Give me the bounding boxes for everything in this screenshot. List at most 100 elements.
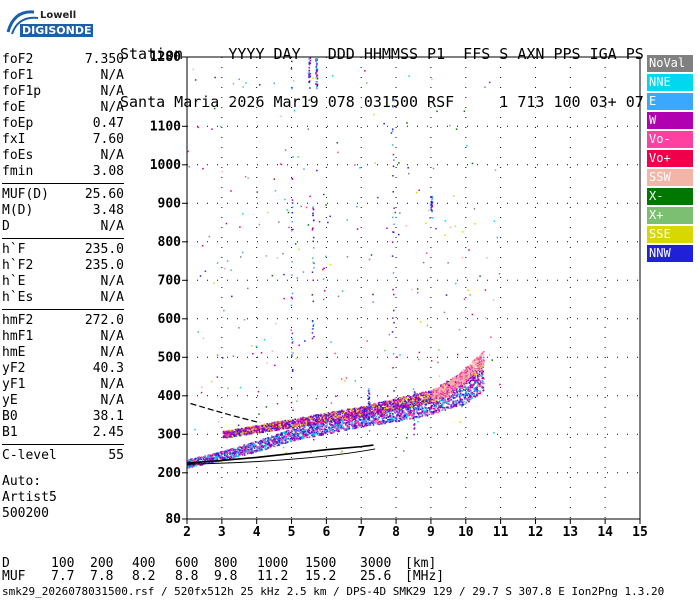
echo-point	[315, 414, 317, 417]
echo-point	[362, 407, 364, 410]
echo-point	[261, 425, 263, 428]
echo-point	[295, 434, 297, 436]
echo-point	[224, 435, 227, 438]
echo-point	[315, 423, 317, 425]
echo-point	[234, 450, 236, 453]
echo-point	[211, 456, 214, 459]
echo-point	[235, 435, 237, 437]
echo-point	[401, 409, 404, 412]
echo-point	[296, 438, 299, 441]
echo-point	[329, 420, 331, 423]
param-row-hmf1: hmF1 N/A	[2, 329, 124, 345]
echo-point	[460, 404, 463, 406]
echo-point	[346, 421, 348, 424]
echo-point	[471, 386, 474, 389]
echo-point	[455, 401, 457, 403]
param-separator	[2, 309, 124, 310]
echo-point	[454, 405, 456, 407]
echo-point	[470, 395, 472, 398]
echo-point	[223, 458, 225, 460]
echo-point	[315, 416, 317, 418]
echo-point	[403, 418, 406, 421]
echo-point	[262, 440, 264, 442]
echo-point	[423, 406, 426, 409]
echo-point	[441, 405, 444, 407]
echo-point	[368, 424, 371, 427]
echo-point	[384, 422, 386, 425]
echo-point	[200, 457, 202, 459]
param-row-muf-d-: MUF(D) 25.60	[2, 187, 124, 203]
param-row-c-level: C-level 55	[2, 448, 124, 464]
x-tick-label: 8	[392, 525, 400, 540]
echo-point	[387, 407, 390, 409]
echo-point	[456, 391, 459, 394]
echo-point	[294, 422, 297, 424]
echo-point	[464, 389, 467, 391]
echo-point	[351, 423, 353, 426]
echo-point	[223, 430, 226, 433]
echo-point	[262, 424, 265, 427]
echo-point	[246, 449, 248, 451]
echo-point	[196, 458, 199, 460]
echo-point	[405, 416, 408, 419]
echo-point	[425, 394, 427, 396]
echo-point	[347, 426, 349, 429]
echo-point	[208, 458, 211, 460]
y-tick-label: 400	[158, 389, 182, 404]
echo-point	[198, 458, 200, 460]
echo-point	[479, 391, 482, 393]
echo-point	[314, 427, 317, 430]
echo-point	[364, 410, 367, 412]
echo-point	[302, 437, 305, 440]
echo-point	[481, 377, 484, 380]
echo-point	[400, 419, 403, 421]
echo-point	[337, 414, 340, 417]
echo-point	[270, 438, 273, 441]
echo-point	[192, 458, 194, 461]
echo-point	[459, 386, 461, 389]
echo-point	[273, 427, 276, 430]
echo-point	[223, 457, 226, 459]
echo-point	[379, 401, 381, 404]
echo-point	[474, 373, 476, 376]
echo-point	[469, 373, 472, 375]
x-tick-label: 2	[183, 525, 191, 540]
echo-point	[480, 367, 483, 370]
echo-point	[365, 411, 368, 413]
echo-point	[355, 414, 358, 416]
echo-point	[418, 409, 420, 411]
echo-point	[230, 457, 232, 460]
echo-point	[302, 427, 304, 430]
echo-point	[470, 392, 472, 394]
echo-point	[448, 403, 451, 406]
echo-point	[303, 419, 305, 422]
echo-point	[272, 439, 275, 441]
echo-point	[287, 429, 290, 432]
echo-point	[303, 417, 305, 419]
echo-point	[419, 394, 421, 396]
echo-point	[343, 414, 346, 416]
echo-point	[371, 404, 373, 407]
echo-point	[297, 422, 300, 424]
echo-point	[361, 414, 363, 416]
echo-point	[346, 418, 348, 420]
echo-point	[289, 435, 292, 438]
echo-point	[187, 459, 189, 461]
station-header: Station YYYY DAY DDD HHMMSS P1 FFS S AXN…	[120, 14, 644, 126]
echo-point	[300, 419, 302, 421]
echo-point	[276, 425, 279, 428]
echo-point	[441, 409, 443, 411]
echo-point	[409, 417, 411, 420]
param-key: yE	[2, 393, 18, 408]
param-row-foes: foEs N/A	[2, 148, 124, 164]
echo-point	[448, 395, 451, 397]
echo-point	[284, 437, 286, 439]
echo-point	[321, 433, 323, 435]
echo-point	[461, 398, 463, 401]
echo-point	[372, 424, 375, 426]
echo-point	[351, 411, 354, 413]
echo-point	[233, 449, 235, 451]
echo-point	[334, 426, 337, 429]
echo-point	[216, 451, 219, 454]
echo-point	[264, 424, 267, 427]
